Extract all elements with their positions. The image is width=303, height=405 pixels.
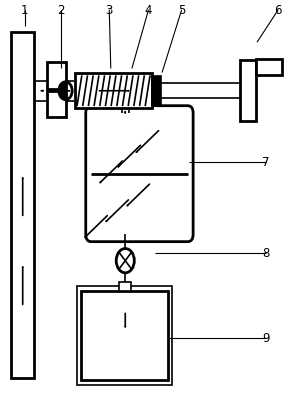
Text: 7: 7 [262, 156, 270, 168]
Bar [48, 92, 65, 118]
Text: 5: 5 [178, 4, 185, 17]
Polygon shape [59, 83, 65, 100]
Text: 9: 9 [262, 331, 270, 344]
Bar [241, 61, 256, 122]
Text: 2: 2 [57, 4, 65, 17]
Text: 6: 6 [275, 4, 282, 17]
Bar [75, 74, 152, 109]
Bar [119, 282, 131, 291]
Text: 8: 8 [262, 247, 270, 260]
Text: 4: 4 [145, 4, 152, 17]
Bar [256, 60, 282, 75]
Text: 3: 3 [105, 4, 113, 17]
Bar [11, 33, 34, 378]
Bar [81, 291, 168, 380]
FancyBboxPatch shape [86, 107, 193, 242]
Text: 1: 1 [21, 4, 28, 17]
Bar [77, 286, 172, 385]
Bar [152, 77, 161, 106]
Bar [48, 63, 65, 90]
